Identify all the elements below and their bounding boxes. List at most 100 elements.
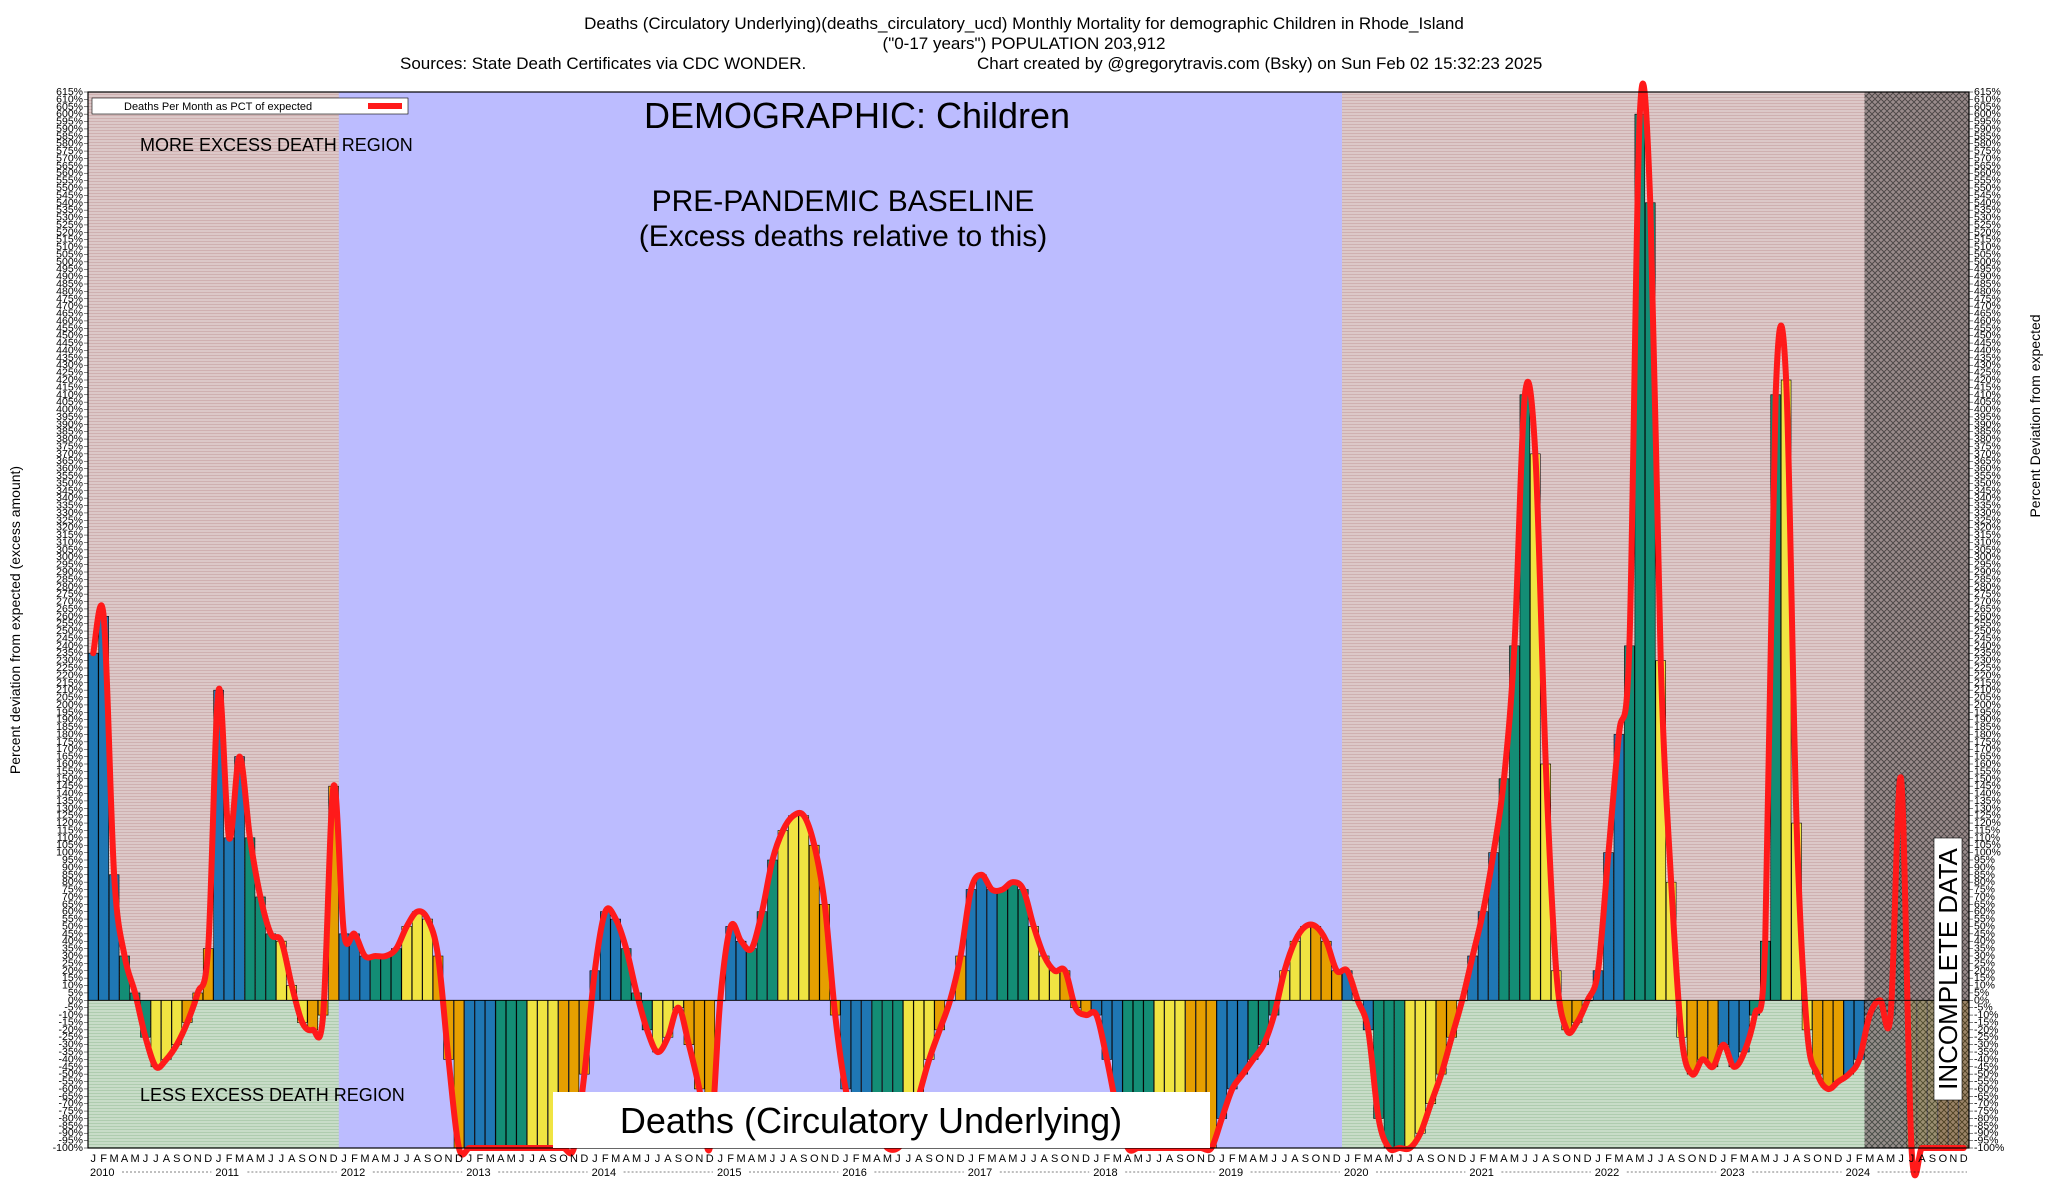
x-tick-label: O [559, 1153, 568, 1165]
x-tick-label: M [883, 1153, 892, 1165]
x-tick-label: J [1909, 1153, 1915, 1165]
x-year-label: 2013 [466, 1167, 490, 1179]
y-tick-label-right: -40% [1974, 1053, 1999, 1065]
y-tick-label: 480% [56, 285, 83, 297]
y-tick-label-right: 200% [1974, 699, 2001, 711]
y-tick-label: 350% [56, 477, 83, 489]
y-tick-label: 325% [56, 514, 83, 526]
y-tick-label-right: 5% [1974, 987, 1989, 999]
y-tick-label: 455% [56, 322, 83, 334]
y-tick-label-right: 320% [1974, 522, 2001, 534]
y-tick-label: 245% [56, 632, 83, 644]
y-tick-label: 370% [56, 448, 83, 460]
x-tick-label: J [279, 1153, 285, 1165]
x-tick-label: A [246, 1153, 254, 1165]
x-tick-label: O [935, 1153, 944, 1165]
x-year-label: 2024 [1846, 1167, 1870, 1179]
x-tick-label: J [644, 1153, 650, 1165]
x-tick-label: S [549, 1153, 556, 1165]
y-tick-label: 260% [56, 610, 83, 622]
y-tick-label-right: -10% [1974, 1009, 1999, 1021]
y-tick-label: 305% [56, 544, 83, 556]
x-tick-label: J [1219, 1153, 1225, 1165]
x-tick-label: A [790, 1153, 798, 1165]
x-tick-label: A [1291, 1153, 1299, 1165]
y-tick-label: 415% [56, 381, 83, 393]
x-tick-label: O [183, 1153, 192, 1165]
y-tick-label: 560% [56, 167, 83, 179]
x-tick-label: S [173, 1153, 180, 1165]
x-tick-label: F [1731, 1153, 1738, 1165]
y-tick-label-right: 595% [1974, 116, 2001, 128]
y-tick-label: 545% [56, 189, 83, 201]
x-tick-label: F [1480, 1153, 1487, 1165]
y-tick-label-right: 605% [1974, 101, 2001, 113]
x-tick-label: J [906, 1153, 912, 1165]
y-tick-label: -50% [58, 1068, 83, 1080]
y-tick-label: 15% [62, 972, 83, 984]
x-tick-label: J [1533, 1153, 1539, 1165]
x-year-label: 2021 [1469, 1167, 1493, 1179]
x-tick-label: M [235, 1153, 244, 1165]
x-tick-label: S [1051, 1153, 1058, 1165]
y-tick-label-right: 185% [1974, 721, 2001, 733]
y-tick-label-right: 480% [1974, 285, 2001, 297]
x-tick-label: N [570, 1153, 578, 1165]
y-tick-label: 595% [56, 116, 83, 128]
y-tick-label-right: 240% [1974, 640, 2001, 652]
chart-title: Deaths (Circulatory Underlying)(deaths_c… [584, 14, 1464, 33]
x-tick-label: S [675, 1153, 682, 1165]
bar [537, 1000, 548, 1149]
x-tick-label: A [873, 1153, 881, 1165]
y-tick-label: 390% [56, 418, 83, 430]
y-tick-label-right: 120% [1974, 817, 2001, 829]
bar [485, 1000, 496, 1149]
y-tick-label: 400% [56, 404, 83, 416]
x-tick-label: M [611, 1153, 620, 1165]
x-tick-label: O [1813, 1153, 1822, 1165]
y-tick-label: 170% [56, 743, 83, 755]
y-tick-label: 200% [56, 699, 83, 711]
y-tick-label-right: 80% [1974, 876, 1995, 888]
incomplete-label-box [1933, 837, 1963, 1101]
y-tick-label: 445% [56, 337, 83, 349]
bar [1833, 1000, 1844, 1082]
x-tick-label: A [1417, 1153, 1425, 1165]
x-tick-label: M [1259, 1153, 1268, 1165]
x-tick-label: A [1751, 1153, 1759, 1165]
y-tick-label: 425% [56, 367, 83, 379]
y-tick-label-right: 230% [1974, 655, 2001, 667]
x-tick-label: J [770, 1153, 776, 1165]
x-tick-label: M [1635, 1153, 1644, 1165]
y-tick-label-right: 390% [1974, 418, 2001, 430]
y-tick-label: 460% [56, 315, 83, 327]
y-tick-label: 180% [56, 728, 83, 740]
y-tick-label: 230% [56, 655, 83, 667]
x-tick-label: J [1470, 1153, 1476, 1165]
baseline-label: PRE-PANDEMIC BASELINE [652, 185, 1035, 218]
y-tick-label-right: 310% [1974, 536, 2001, 548]
x-tick-label: N [1448, 1153, 1456, 1165]
y-tick-label-right: 145% [1974, 780, 2001, 792]
x-tick-label: N [821, 1153, 829, 1165]
y-tick-label-right: 335% [1974, 500, 2001, 512]
y-tick-label: 110% [57, 832, 83, 844]
y-tick-label: 95% [62, 854, 83, 866]
x-tick-label: O [1562, 1153, 1571, 1165]
bar [1227, 1000, 1238, 1090]
x-tick-label: J [780, 1153, 786, 1165]
y-tick-label-right: 100% [1974, 847, 2001, 859]
y-tick-label: 25% [62, 957, 83, 969]
x-tick-label: F [1856, 1153, 1863, 1165]
x-tick-label: J [1846, 1153, 1852, 1165]
chart-sources: Sources: State Death Certificates via CD… [400, 54, 807, 73]
y-tick-label: 345% [56, 485, 83, 497]
x-tick-label: S [1678, 1153, 1685, 1165]
x-tick-label: J [90, 1153, 96, 1165]
y-axis-label-right: Percent Deviation from expected [2027, 314, 2043, 517]
x-tick-label: S [1929, 1153, 1936, 1165]
y-tick-label-right: 370% [1974, 448, 2001, 460]
x-tick-label: J [1031, 1153, 1037, 1165]
x-tick-label: M [1886, 1153, 1895, 1165]
